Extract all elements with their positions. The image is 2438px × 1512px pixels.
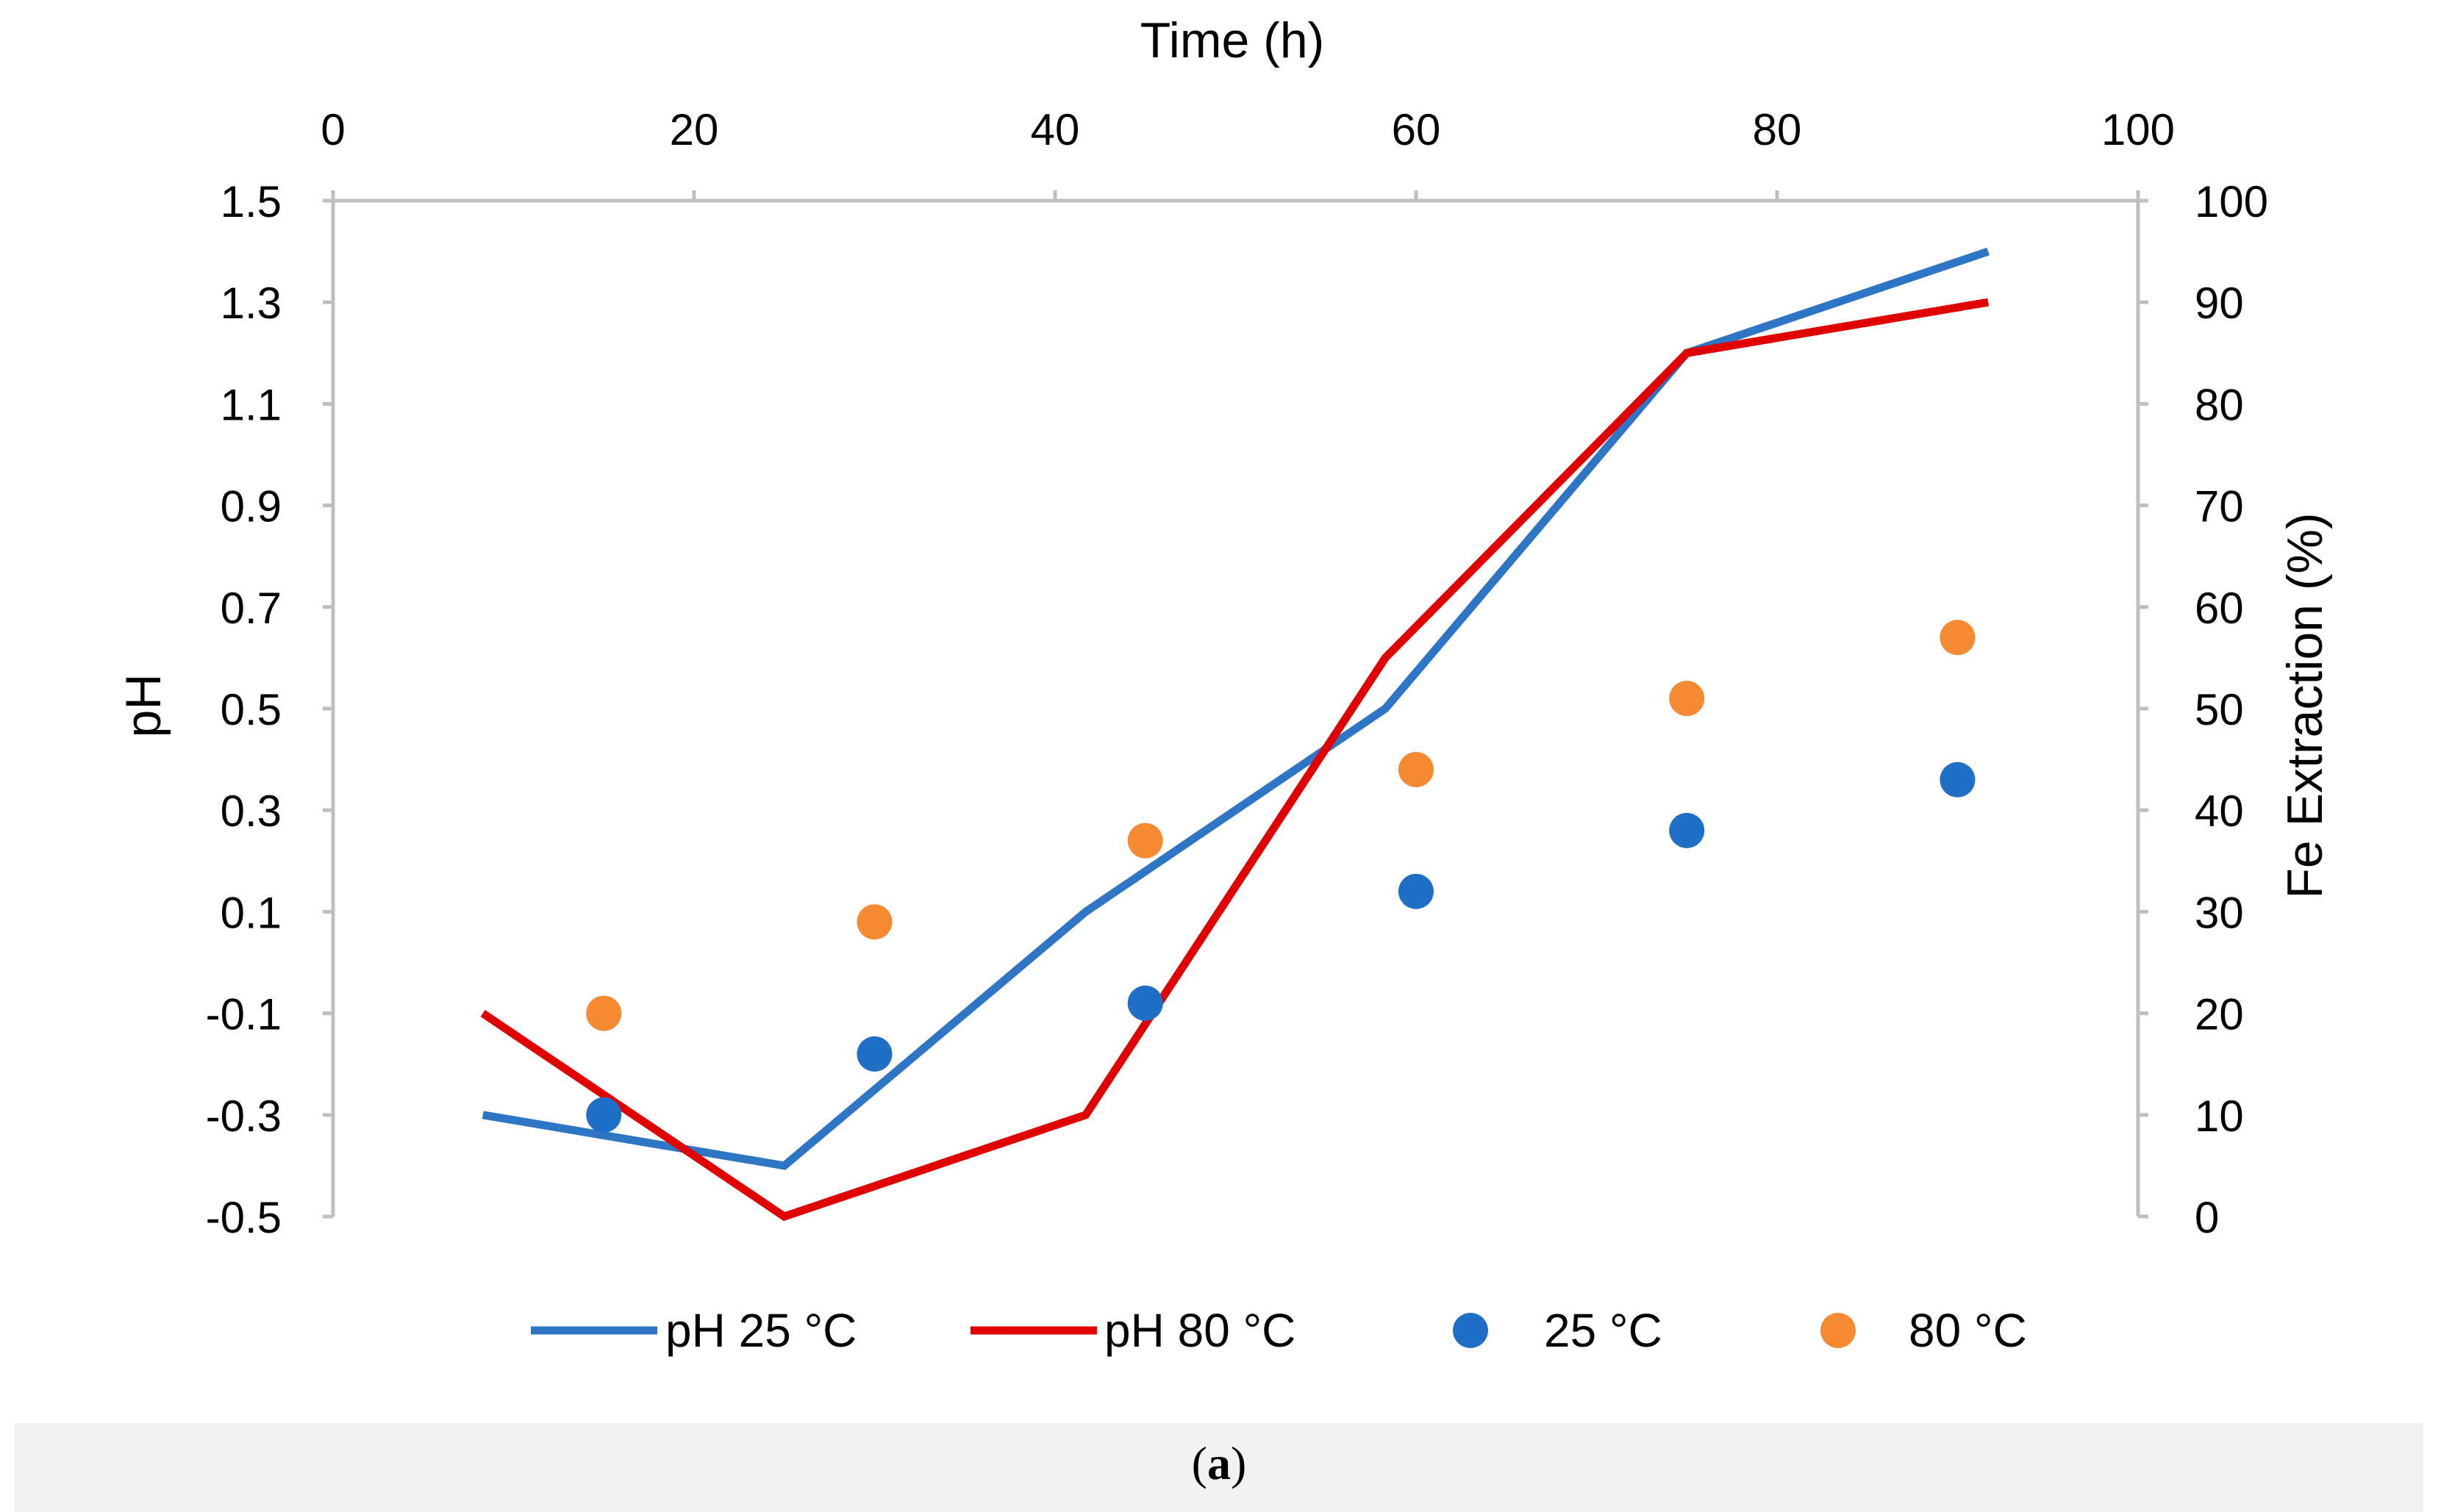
caption-label: a [1207,1437,1231,1489]
legend-label: 80 °C [1909,1304,2027,1357]
y-left-tick-label: 0.9 [221,482,282,531]
series-line-ph-80c [480,298,1990,1222]
data-point-fe-80c [1127,823,1163,859]
data-point-fe-25c [1127,985,1163,1021]
data-point-fe-80c [586,995,622,1031]
figure-caption: (a) [15,1436,2423,1491]
x-tick-label: 80 [1753,105,1802,154]
data-point-fe-80c [1398,751,1434,787]
y-left-tick-label: 0.7 [221,584,282,633]
y-axis-left-title: pH [115,674,171,738]
tick-labels: 0 20 40 60 80 1001.51.31.10.90.70.50.30.1-0.1… [206,105,2269,1242]
series-line-ph-25c [482,247,1990,1170]
data-point-fe-80c [1669,681,1705,717]
axes [323,190,2148,1219]
legend-label: pH 25 °C [665,1304,857,1357]
y-right-tick-label: 100 [2195,177,2268,226]
x-tick-label: 60 [1392,105,1441,154]
y-right-tick-label: 10 [2195,1092,2244,1141]
legend: pH 25 °C pH 80 °C 25 °C 80 °C [531,1304,2027,1357]
y-left-tick-label: 0.5 [221,685,282,734]
x-tick-label: 40 [1031,105,1080,154]
y-left-tick-label: -0.1 [206,990,282,1039]
x-axis-title: Time (h) [1140,12,1325,68]
y-right-tick-label: 20 [2195,990,2244,1039]
y-right-tick-label: 0 [2195,1193,2219,1242]
data-point-fe-25c [1940,762,1976,798]
y-right-tick-label: 30 [2195,888,2244,937]
y-axis-right-title: Fe Extraction (%) [2277,512,2333,898]
y-left-tick-label: 1.3 [221,279,282,328]
caption-close-paren: ) [1231,1437,1247,1489]
caption-open-paren: ( [1191,1437,1207,1489]
legend-swatch [1453,1313,1488,1348]
y-right-tick-label: 60 [2195,584,2244,633]
legend-label: pH 80 °C [1104,1304,1295,1357]
x-tick-label: 20 [670,105,719,154]
data-point-fe-25c [1669,812,1705,848]
y-left-tick-label: 0.3 [221,787,282,836]
data-point-fe-25c [586,1097,622,1133]
legend-swatch [1820,1313,1856,1348]
data-point-fe-25c [857,1036,893,1072]
y-left-tick-label: -0.5 [206,1193,282,1242]
y-left-tick-label: 0.1 [221,888,282,937]
x-tick-label: 0 [321,105,345,154]
legend-label: 25 °C [1544,1304,1662,1357]
y-right-tick-label: 90 [2195,279,2244,328]
data-point-fe-80c [857,904,893,940]
y-left-tick-label: 1.1 [221,380,282,429]
y-right-tick-label: 50 [2195,685,2244,734]
caption-bar: (a) [15,1423,2423,1512]
data-point-fe-80c [1940,620,1976,656]
y-right-tick-label: 40 [2195,787,2244,836]
x-tick-label: 100 [2101,105,2175,154]
y-right-tick-label: 70 [2195,482,2244,531]
y-left-tick-label: 1.5 [221,177,282,226]
y-right-tick-label: 80 [2195,380,2244,429]
data-point-fe-25c [1398,873,1434,909]
y-left-tick-label: -0.3 [206,1092,282,1141]
series-layer [480,247,1990,1222]
